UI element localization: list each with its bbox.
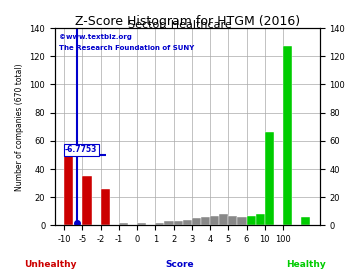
Text: ©www.textbiz.org: ©www.textbiz.org bbox=[59, 34, 131, 40]
Text: Score: Score bbox=[166, 260, 194, 269]
Text: Sector: Healthcare: Sector: Healthcare bbox=[128, 20, 232, 30]
Y-axis label: Number of companies (670 total): Number of companies (670 total) bbox=[15, 63, 24, 191]
Bar bbox=[219, 214, 228, 225]
Bar bbox=[165, 221, 174, 225]
Bar bbox=[64, 155, 73, 225]
Bar bbox=[247, 216, 256, 225]
Bar bbox=[283, 46, 292, 225]
Bar bbox=[137, 223, 146, 225]
Text: -6.7753: -6.7753 bbox=[65, 145, 98, 154]
Bar bbox=[174, 221, 183, 225]
Bar bbox=[183, 220, 192, 225]
Bar bbox=[156, 223, 165, 225]
Bar bbox=[119, 223, 128, 225]
Title: Z-Score Histogram for HTGM (2016): Z-Score Histogram for HTGM (2016) bbox=[75, 15, 300, 28]
Bar bbox=[256, 214, 265, 225]
Bar bbox=[228, 216, 238, 225]
Bar bbox=[192, 218, 201, 225]
Text: Unhealthy: Unhealthy bbox=[24, 260, 77, 269]
Bar bbox=[201, 217, 210, 225]
Bar bbox=[265, 132, 274, 225]
Bar bbox=[210, 216, 219, 225]
Text: The Research Foundation of SUNY: The Research Foundation of SUNY bbox=[59, 45, 194, 51]
Text: Healthy: Healthy bbox=[286, 260, 326, 269]
Bar bbox=[82, 176, 91, 225]
Bar bbox=[301, 217, 310, 225]
Bar bbox=[238, 217, 247, 225]
Bar bbox=[101, 189, 110, 225]
